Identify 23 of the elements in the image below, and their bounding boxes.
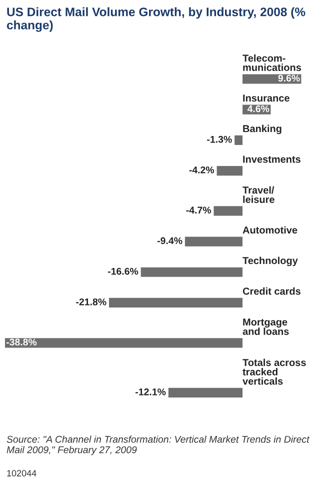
data-label: 9.6% [278, 74, 300, 82]
y-tick-label: Insurance [243, 94, 290, 102]
data-label: -1.3% [207, 136, 232, 143]
y-tick-label: Investments [243, 156, 300, 163]
data-label: -21.8% [76, 298, 106, 306]
data-label: -38.8% [6, 338, 37, 346]
chart-title: US Direct Mail Volume Growth, by Industry, 2008 (% change) [6, 7, 306, 32]
y-tick-label: Travel/ leisure [242, 186, 274, 203]
data-label: 4.6% [247, 105, 270, 112]
y-tick-label: Totals across tracked verticals [242, 358, 306, 385]
data-label: -9.4% [157, 237, 182, 244]
y-tick-label: Technology [242, 256, 298, 266]
data-label: -4.2% [189, 166, 214, 174]
text: 102044 [7, 470, 36, 476]
y-tick-label: Mortgage and loans [242, 318, 289, 335]
y-tick-label: Telecom- munications [242, 54, 302, 72]
data-label: -4.7% [186, 206, 212, 214]
data-label: -12.1% [136, 388, 166, 396]
data-label: -16.6% [108, 268, 138, 275]
y-tick-label: Banking [243, 124, 282, 134]
y-tick-label: Automotive [242, 226, 298, 234]
y-tick-label: Credit cards [242, 287, 300, 295]
source-note: Source: "A Channel in Transformation: Vertical Market Trends in Direct Mail 2009," February 27, 2009 [6, 436, 310, 456]
